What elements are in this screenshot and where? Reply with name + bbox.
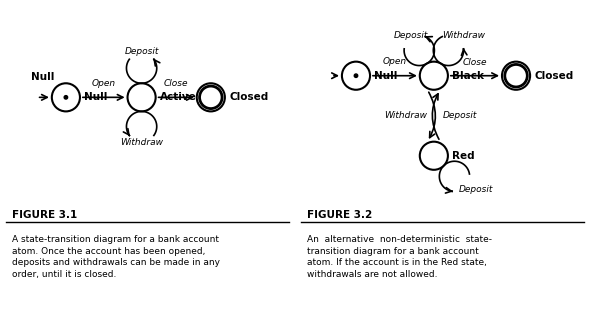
Text: Withdraw: Withdraw <box>120 138 163 147</box>
Text: Active: Active <box>160 92 196 102</box>
Text: Close: Close <box>463 58 487 67</box>
Text: Null: Null <box>84 92 107 102</box>
Circle shape <box>64 95 68 99</box>
Text: Deposit: Deposit <box>394 31 428 40</box>
Text: Open: Open <box>383 57 407 66</box>
Text: A state-transition diagram for a bank account
atom. Once the account has been op: A state-transition diagram for a bank ac… <box>12 235 220 279</box>
Text: Deposit: Deposit <box>459 185 493 194</box>
Text: Null: Null <box>31 72 55 82</box>
Text: Withdraw: Withdraw <box>442 31 485 40</box>
Text: Deposit: Deposit <box>124 47 159 57</box>
Text: Deposit: Deposit <box>442 111 477 120</box>
Text: Red: Red <box>452 151 475 161</box>
Text: FIGURE 3.2: FIGURE 3.2 <box>307 210 372 220</box>
Text: FIGURE 3.1: FIGURE 3.1 <box>12 210 77 220</box>
Text: Withdraw: Withdraw <box>384 111 427 120</box>
Text: Closed: Closed <box>229 92 268 102</box>
Text: Closed: Closed <box>535 71 573 81</box>
Text: An  alternative  non-deterministic  state-
transition diagram for a bank account: An alternative non-deterministic state- … <box>307 235 492 279</box>
Text: Null: Null <box>375 71 398 81</box>
Text: Close: Close <box>164 78 188 88</box>
Text: Black: Black <box>452 71 484 81</box>
Text: Open: Open <box>91 78 116 88</box>
Circle shape <box>354 74 358 78</box>
